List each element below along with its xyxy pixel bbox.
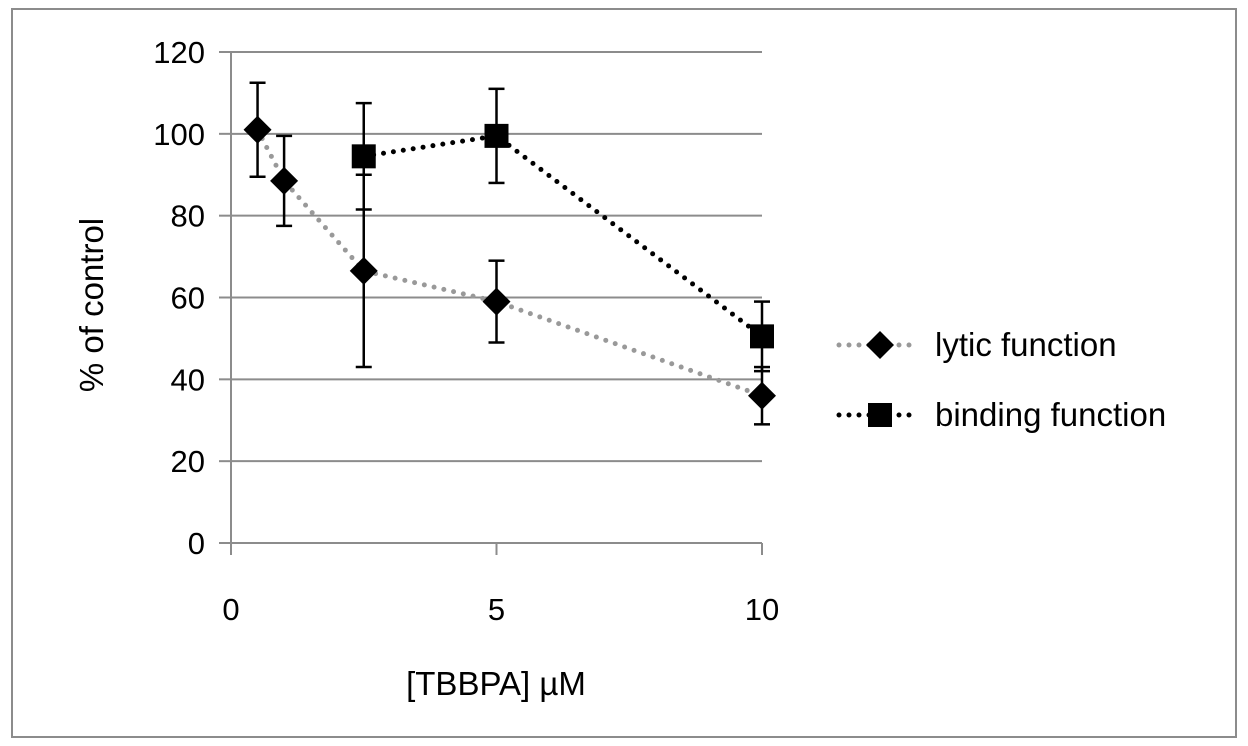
legend-label: lytic function: [935, 326, 1117, 363]
chart-svg: 0 20 40 60 80 100 120 0 5 10 % of control [TBBPA]…: [73, 35, 1166, 702]
x-axis-title: [TBBPA] µM: [406, 665, 586, 702]
data-point: [349, 256, 378, 285]
data-point: [482, 287, 511, 316]
legend-marker: [866, 331, 894, 359]
y-tick-label: 20: [171, 444, 205, 479]
x-tick-label: 10: [745, 592, 779, 627]
y-tick-label: 0: [188, 526, 205, 561]
data-point: [750, 324, 774, 349]
series-lytic-function: [243, 81, 776, 426]
data-point: [748, 381, 776, 410]
y-axis-title: % of control: [73, 218, 110, 392]
series-binding-function: [351, 87, 774, 373]
y-tick-label: 60: [171, 281, 205, 316]
data-point: [351, 144, 376, 169]
legend-label: binding function: [935, 396, 1166, 433]
chart-frame: 0 20 40 60 80 100 120 0 5 10 % of control [TBBPA]…: [11, 8, 1237, 738]
y-tick-label: 80: [171, 199, 205, 234]
legend-item-binding-function: binding function: [836, 396, 1166, 433]
legend-item-lytic-function: lytic function: [836, 326, 1117, 363]
y-tick-label: 40: [171, 362, 205, 397]
y-tick-label: 120: [153, 35, 205, 70]
data-point: [270, 166, 299, 195]
legend: lytic function binding function: [836, 326, 1166, 433]
data-point: [484, 123, 509, 148]
series-layer: [243, 81, 776, 426]
label-layer: 0 20 40 60 80 100 120 0 5 10: [153, 35, 779, 627]
legend-marker: [868, 403, 892, 427]
series-line: [255, 127, 765, 399]
data-point: [243, 115, 272, 144]
series-line: [361, 133, 765, 339]
x-tick-label: 5: [488, 592, 505, 627]
y-tick-label: 100: [153, 117, 205, 152]
axis-layer: [219, 51, 763, 555]
x-tick-label: 0: [222, 592, 239, 627]
